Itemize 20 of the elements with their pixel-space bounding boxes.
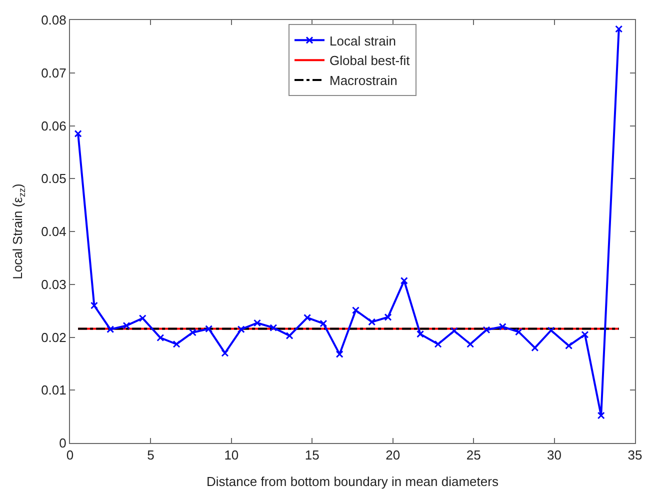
y-tick-label: 0.04	[41, 224, 66, 240]
y-tick-label: 0.08	[41, 12, 66, 28]
y-tick-label: 0	[59, 436, 66, 451]
y-tick-label: 0.02	[41, 330, 66, 345]
x-tick-label: 10	[224, 448, 239, 463]
y-tick-label: 0.07	[41, 65, 66, 80]
x-tick-label: 5	[147, 448, 154, 463]
legend-label: Macrostrain	[330, 73, 398, 88]
y-tick-label: 0.03	[41, 276, 66, 292]
y-tick-label: 0.05	[41, 171, 66, 186]
x-tick-label: 30	[547, 448, 562, 463]
x-axis-title: Distance from bottom boundary in mean diameters	[206, 474, 499, 490]
x-tick-label: 20	[386, 448, 400, 463]
legend-label: Local strain	[330, 33, 396, 48]
x-tick-label: 35	[628, 448, 642, 463]
y-tick-label: 0.01	[41, 382, 66, 398]
x-tick-label: 15	[304, 448, 320, 463]
legend-label: Global best-fit	[330, 53, 410, 68]
x-tick-label: 25	[466, 448, 481, 463]
y-tick-label: 0.06	[41, 118, 66, 134]
